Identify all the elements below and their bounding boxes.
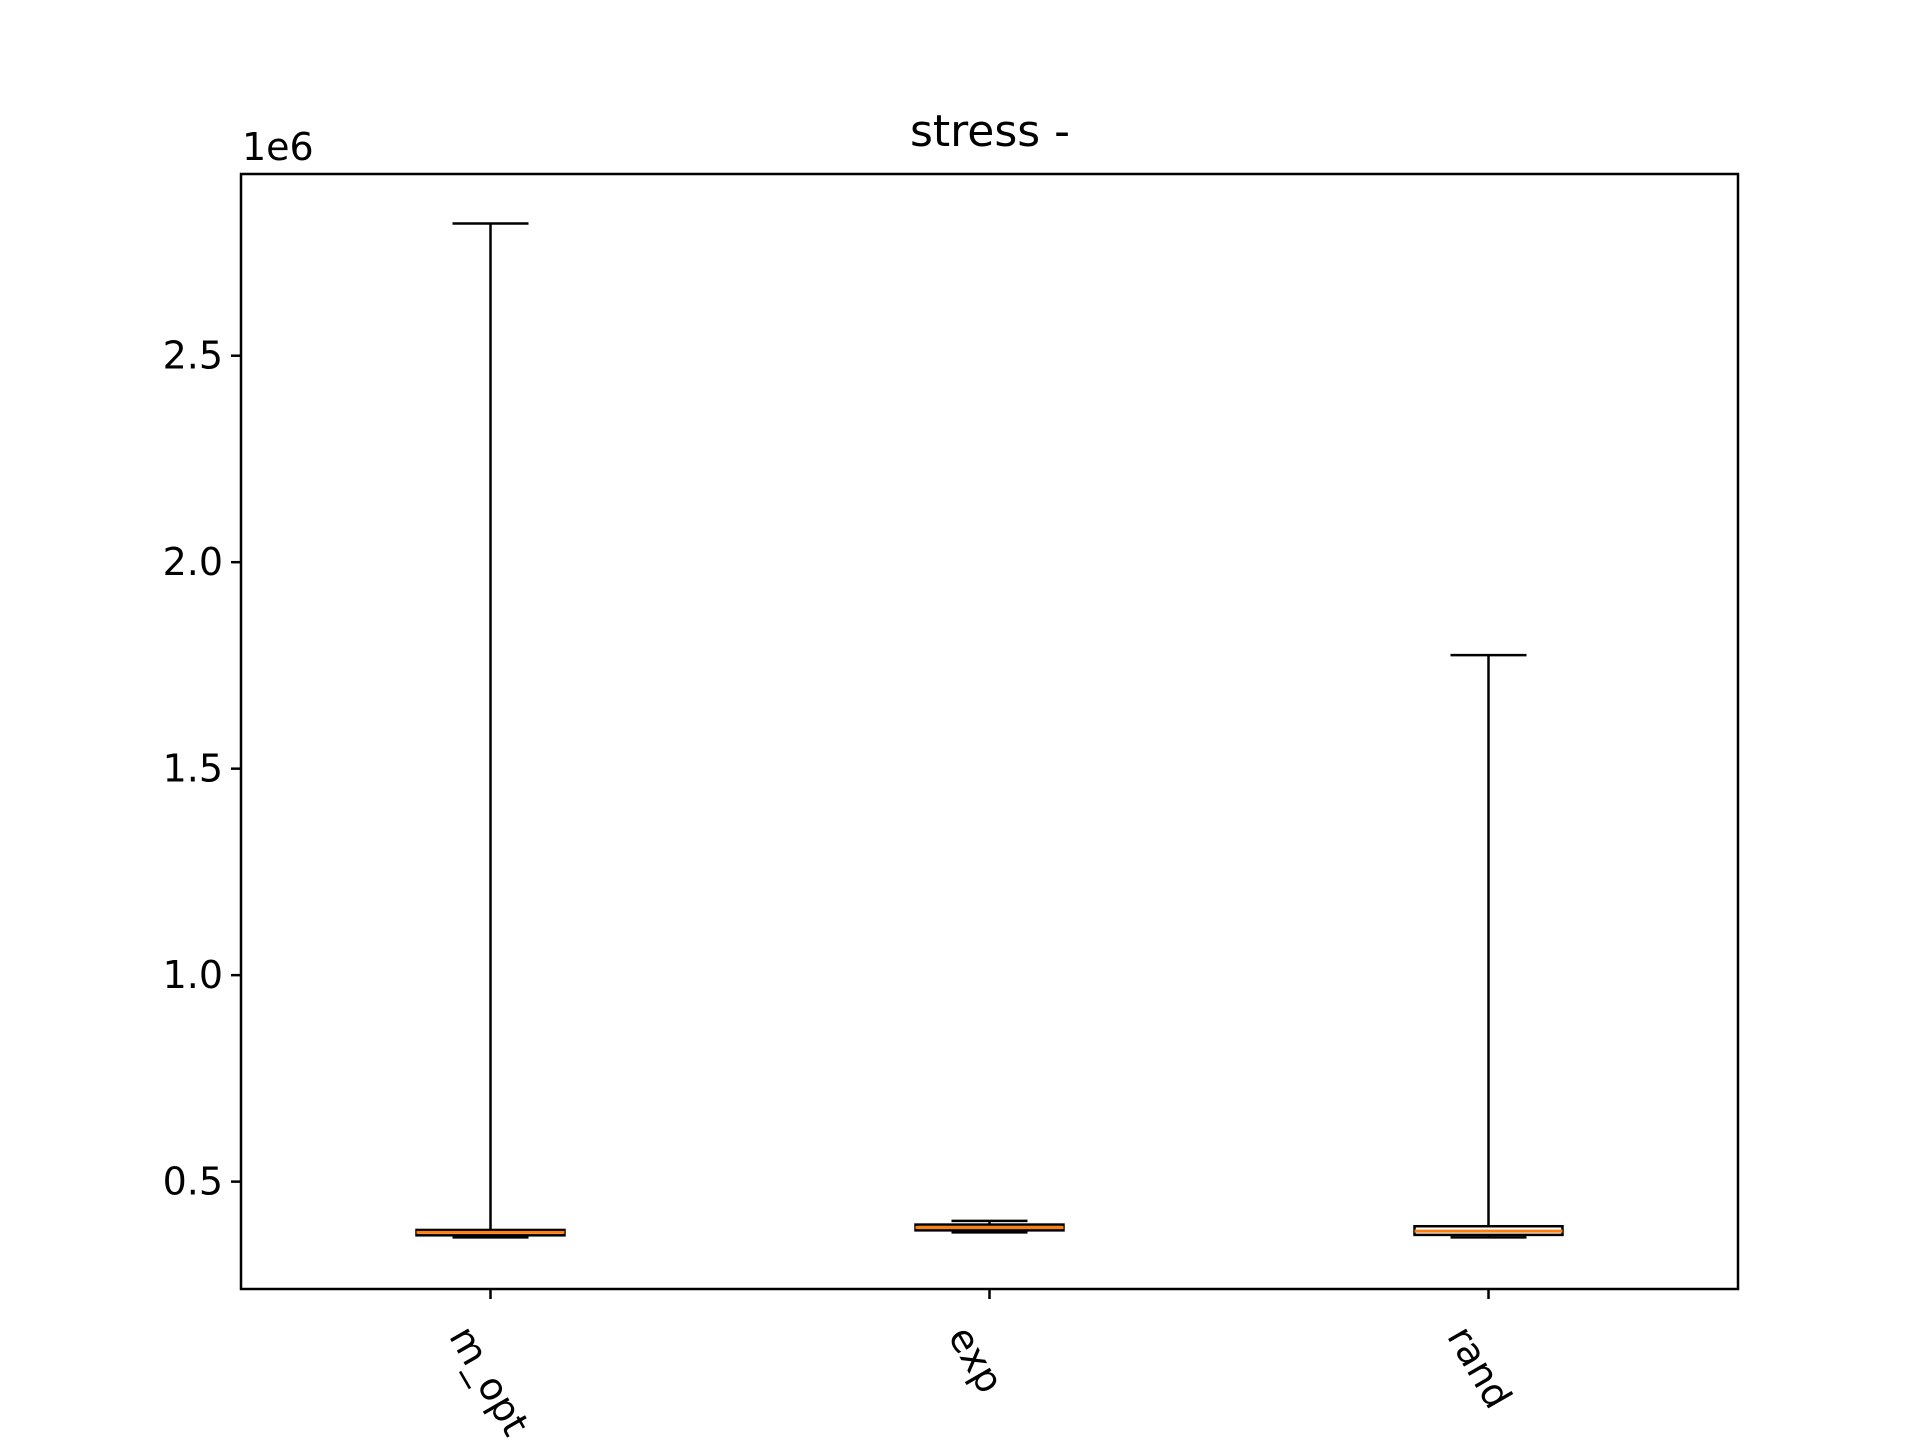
y-axis-offset-label: 1e6 bbox=[242, 125, 314, 169]
y-tick-label: 1.0 bbox=[163, 953, 223, 997]
chart-title: stress - bbox=[910, 106, 1070, 157]
box-m_opt bbox=[415, 222, 566, 1239]
y-tick-label: 0.5 bbox=[163, 1160, 223, 1204]
y-tick-label: 1.5 bbox=[163, 747, 223, 791]
box-exp bbox=[914, 1219, 1065, 1234]
axes-frame bbox=[239, 172, 1740, 1291]
y-tick-label: 2.0 bbox=[163, 540, 223, 584]
y-tick-label: 2.5 bbox=[163, 334, 223, 378]
box-rand bbox=[1413, 653, 1564, 1239]
